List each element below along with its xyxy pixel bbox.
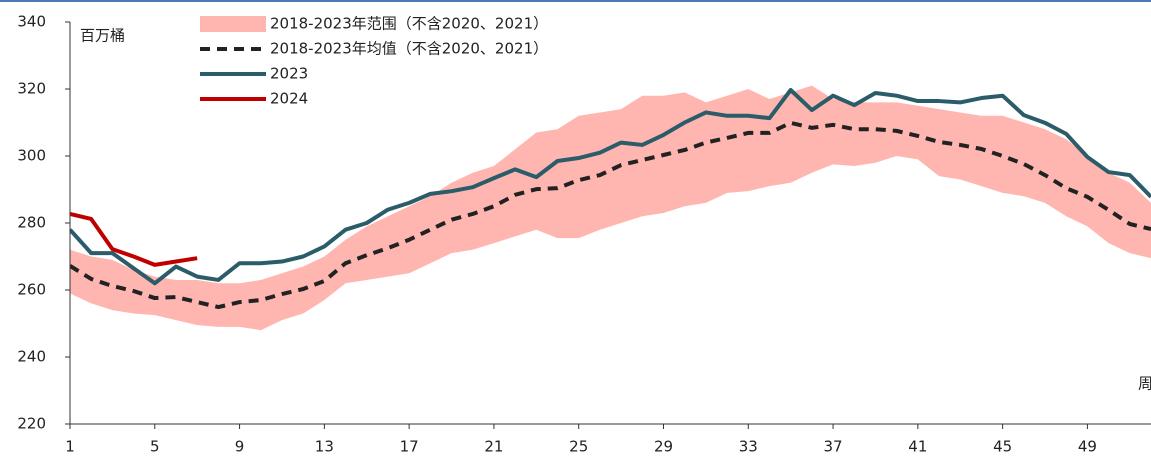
y-tick-label: 280 xyxy=(17,214,46,232)
x-tick-label: 33 xyxy=(739,438,758,456)
x-tick-label: 21 xyxy=(484,438,503,456)
y-tick-label: 240 xyxy=(17,348,46,366)
x-tick-label: 29 xyxy=(654,438,673,456)
legend-label: 2018-2023年范围（不含2020、2021） xyxy=(270,15,548,33)
y-tick-label: 260 xyxy=(17,281,46,299)
x-tick-label: 5 xyxy=(150,438,160,456)
unit-label: 百万桶 xyxy=(80,27,125,45)
x-tick-label: 13 xyxy=(315,438,334,456)
y-tick-label: 320 xyxy=(17,80,46,98)
x-tick-label: 1 xyxy=(65,438,75,456)
y-tick-label: 340 xyxy=(17,13,46,31)
series-line xyxy=(70,212,198,267)
y-tick-label: 300 xyxy=(17,147,46,165)
series-line xyxy=(70,88,1151,286)
x-tick-label: 41 xyxy=(908,438,927,456)
x-tick-label: 25 xyxy=(569,438,588,456)
x-axis-label: 周 xyxy=(1138,375,1151,393)
x-tick-label: 37 xyxy=(824,438,843,456)
x-tick-label: 49 xyxy=(1078,438,1097,456)
legend-label: 2023 xyxy=(270,65,308,83)
mean-line xyxy=(70,120,1151,310)
legend-label: 2018-2023年均值（不含2020、2021） xyxy=(270,40,548,58)
legend-label: 2024 xyxy=(270,90,308,108)
x-tick-label: 17 xyxy=(400,438,419,456)
x-tick-label: 9 xyxy=(235,438,245,456)
range-band xyxy=(70,85,1151,331)
legend-swatch xyxy=(200,16,266,32)
x-tick-label: 45 xyxy=(993,438,1012,456)
y-tick-label: 220 xyxy=(17,415,46,433)
